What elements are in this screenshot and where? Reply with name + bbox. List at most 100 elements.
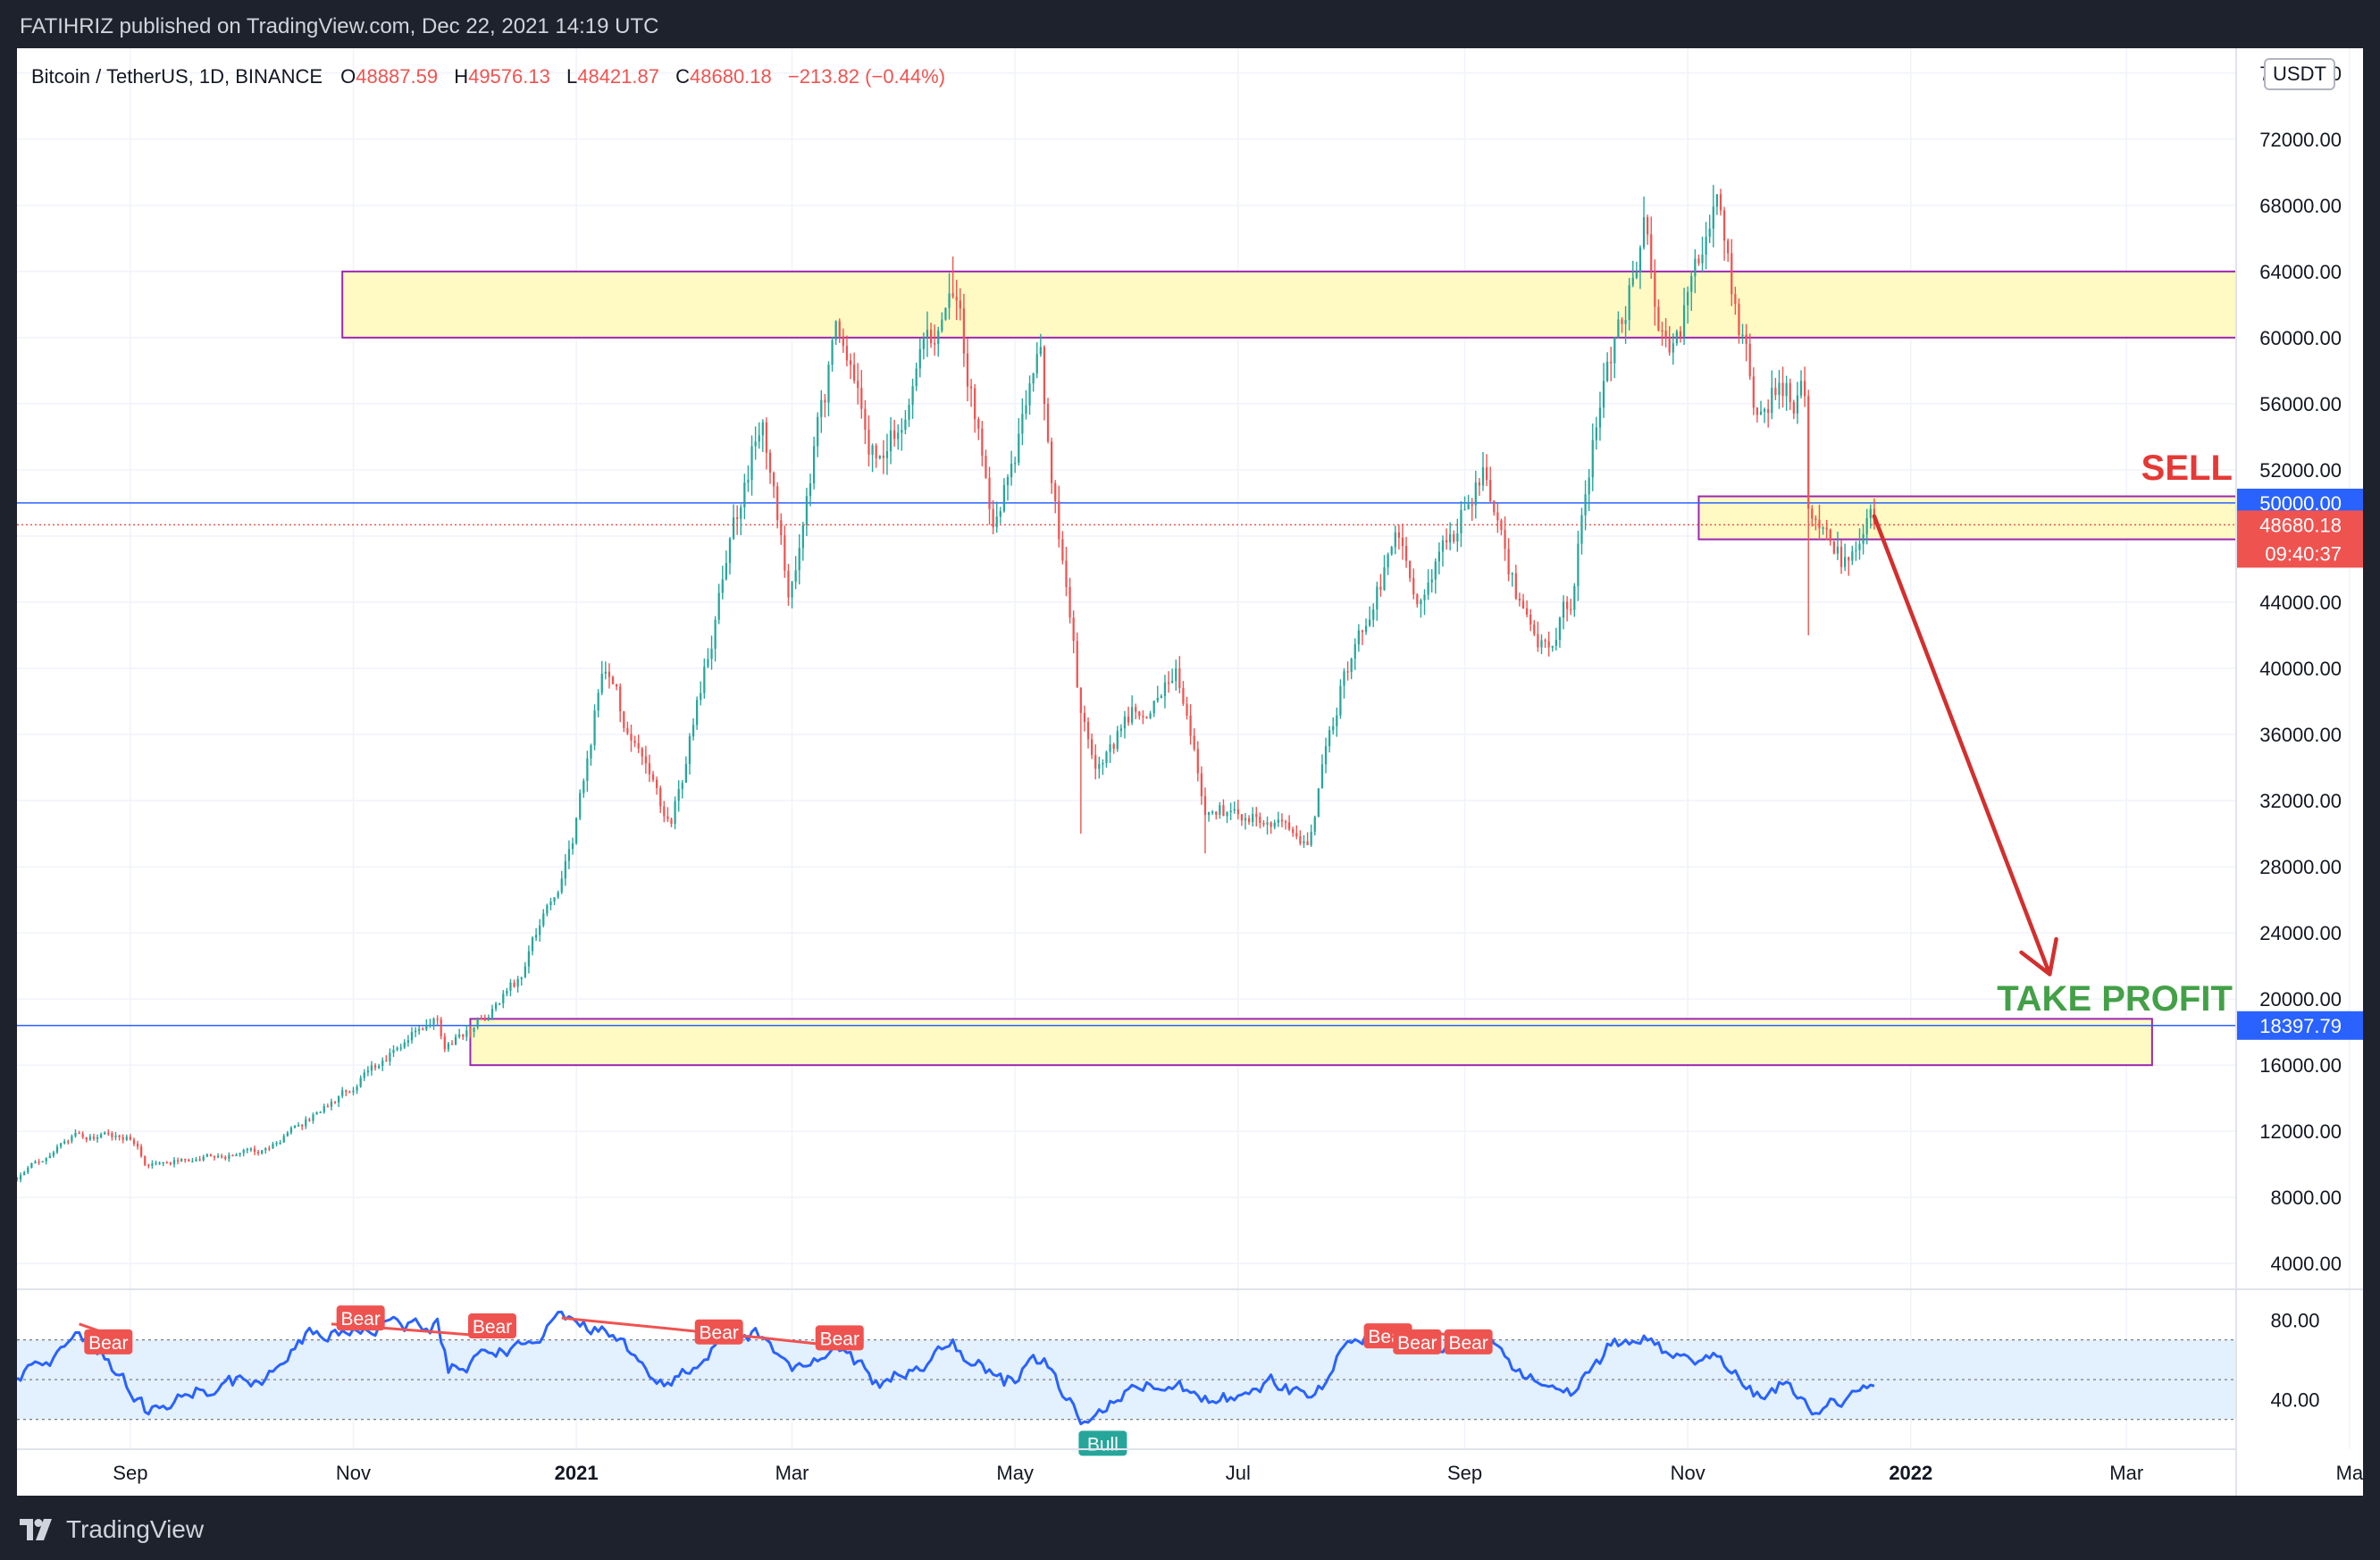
candle-body — [1098, 764, 1101, 769]
candle-body — [875, 445, 877, 458]
candle-body — [1507, 549, 1510, 575]
low-label: L — [566, 65, 577, 88]
candle — [1324, 737, 1328, 774]
candle-body — [1420, 600, 1422, 605]
candle — [1043, 345, 1046, 421]
candle-body — [1295, 833, 1298, 836]
candle-body — [674, 801, 676, 825]
candle — [305, 1116, 307, 1129]
candle-body — [597, 692, 599, 711]
candle — [509, 978, 512, 997]
candle — [1478, 477, 1481, 496]
chart-panel[interactable]: SELL TAKE PROFIT Bear Bear Bear Bear Bear Bull… — [15, 48, 2364, 1496]
candle-body — [422, 1028, 424, 1031]
candle-body — [934, 343, 936, 345]
candle-body — [48, 1155, 51, 1159]
candle-body — [619, 686, 622, 712]
candle-body — [333, 1101, 337, 1103]
candle — [579, 789, 582, 821]
candle-body — [1167, 682, 1170, 684]
candle-body — [1511, 573, 1513, 575]
candle-body — [1814, 518, 1817, 520]
candle — [221, 1153, 223, 1159]
candle-body — [860, 388, 863, 409]
candle — [1211, 809, 1214, 816]
candle — [1474, 470, 1477, 519]
candle-body — [1799, 381, 1803, 396]
candle-body — [1332, 725, 1335, 731]
candle — [155, 1161, 157, 1166]
candle-body — [1687, 291, 1689, 306]
candle-body — [929, 330, 933, 344]
candle-body — [534, 935, 538, 938]
candle-body — [1018, 433, 1020, 463]
currency-button[interactable]: USDT — [2264, 58, 2335, 90]
candle-body — [114, 1136, 117, 1137]
candle — [319, 1111, 322, 1113]
candle — [1189, 704, 1192, 745]
candle-body — [1222, 805, 1225, 817]
time-tick-label: Ma — [2336, 1462, 2363, 1484]
time-tick-label: Mar — [2109, 1462, 2143, 1484]
time-tick-label: Sep — [113, 1462, 147, 1484]
candle-body — [1211, 811, 1214, 813]
candle — [641, 747, 643, 766]
candle-body — [1079, 687, 1082, 714]
candle — [429, 1019, 432, 1028]
candle — [1767, 398, 1770, 428]
candle — [403, 1039, 406, 1050]
candle-body — [1514, 573, 1517, 599]
candle-body — [356, 1086, 358, 1091]
candle-body — [908, 405, 910, 420]
candle — [812, 436, 816, 490]
candle — [1631, 260, 1634, 288]
candle-body — [1416, 594, 1419, 605]
candle — [1722, 206, 1726, 261]
candle-body — [1025, 405, 1027, 415]
candle-body — [728, 538, 732, 564]
candle-body — [725, 563, 728, 580]
candle — [747, 465, 750, 492]
candle-body — [293, 1126, 297, 1128]
candle-body — [794, 570, 797, 583]
candle — [1142, 710, 1144, 725]
candle — [728, 537, 732, 575]
candle — [1079, 687, 1082, 835]
candle — [1109, 734, 1111, 764]
candle — [824, 393, 826, 418]
candle-body — [88, 1136, 91, 1140]
candle-body — [1175, 668, 1177, 682]
candle — [1701, 236, 1704, 273]
candle-body — [111, 1133, 113, 1137]
candle — [1507, 538, 1510, 582]
candle — [619, 683, 622, 723]
candle-body — [392, 1049, 395, 1053]
candle-body — [1679, 331, 1682, 337]
candle-body — [1851, 550, 1854, 561]
candle — [707, 648, 709, 668]
candle-body — [516, 978, 519, 987]
candle — [63, 1138, 66, 1145]
candle — [1748, 333, 1751, 381]
candle-body — [1364, 625, 1368, 633]
candle-body — [1002, 484, 1006, 512]
candle — [644, 745, 647, 774]
candle — [172, 1156, 176, 1168]
price-tick-label: 8000.00 — [2270, 1187, 2342, 1209]
candle-body — [564, 860, 566, 879]
candle-body — [239, 1153, 241, 1155]
candle — [1025, 390, 1027, 420]
candle-body — [1778, 382, 1781, 396]
candle-body — [144, 1156, 147, 1165]
candle — [571, 837, 574, 855]
chart-canvas[interactable]: SELL TAKE PROFIT Bear Bear Bear Bear Bear Bull… — [15, 48, 2364, 1496]
candle-body — [831, 340, 834, 365]
candle — [710, 635, 713, 670]
candle — [531, 935, 534, 956]
candle — [1343, 667, 1345, 699]
candle-body — [1734, 294, 1737, 305]
candle — [670, 818, 673, 827]
grid-lines — [17, 48, 2351, 1449]
candle-body — [1624, 320, 1627, 324]
candle — [1529, 608, 1532, 632]
